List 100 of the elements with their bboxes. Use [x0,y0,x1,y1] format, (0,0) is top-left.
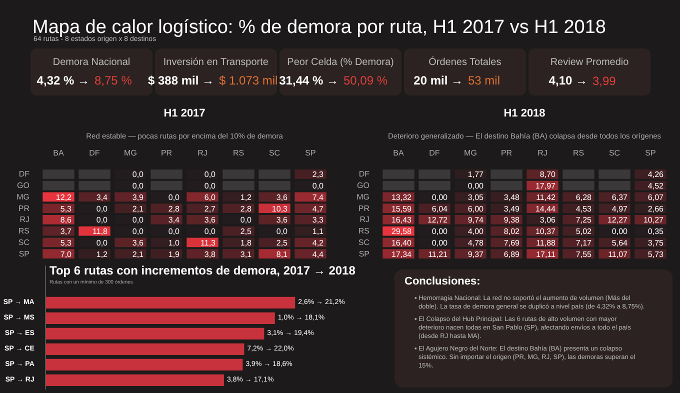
x-tick-label: SC [608,148,620,158]
data-label: 17,97 [535,182,556,191]
y-tick-label: RJ [360,215,370,224]
bar [46,328,264,340]
data-label: 9,74 [468,216,484,225]
data-label: 2,8 [168,204,180,214]
data-label: 0,0 [132,182,144,191]
data-label: 11,21 [428,250,448,259]
data-label: 3,75 [648,238,664,248]
x-tick-label: DF [89,148,100,158]
data-label: 11,07 [608,250,628,259]
text: 4,32 % → [36,74,90,88]
data-label: 3,4 [96,192,108,202]
data-label: 11,88 [536,238,556,248]
data-label: 1,2 [240,192,252,202]
text: Conclusiones: [404,276,480,288]
data-label: 0,0 [96,216,108,225]
data-label: 2,1 [132,204,144,214]
chart-title: Top 6 rutas con incrementos de demora, 2017 → 2018 [50,264,356,278]
data-label: 4,52 [648,182,664,191]
text: Review Promedio [550,57,630,68]
data-label: 11,3 [200,238,216,248]
data-label: 16,43 [391,216,412,225]
text: Órdenes Totales [428,56,502,68]
bar [46,296,296,309]
data-label: 0,00 [612,227,628,236]
text: $ 388 mil → [148,74,214,88]
data-label: 0,00 [468,182,484,191]
data-label: 6,00 [468,204,484,214]
data-label: 1,9 [168,250,180,259]
data-label: 4,4 [312,250,324,259]
data-label: 7,4 [312,192,324,202]
data-label: 9,37 [468,250,484,259]
data-label: 2,8 [240,204,252,214]
y-tick-label: RJ [20,215,30,224]
data-label: 3,9 [132,192,144,202]
data-label: 3,6 [276,216,288,225]
text: 31,44 % → [279,74,339,88]
data-label: 4,26 [648,170,664,180]
x-tick-label: RS [572,148,584,158]
y-tick-label: SP [18,249,30,258]
data-label: 3,6 [132,238,144,248]
data-label: 7,55 [576,250,592,259]
y-tick-label: RS [358,226,370,236]
y-tick-label: PR [18,204,30,213]
x-tick-label: RJ [538,148,548,158]
data-label: 6,37 [612,192,628,202]
data-label: 0,0 [312,182,324,191]
y-tick-label: MG [16,192,30,202]
text: 20 mil → [414,74,464,88]
text: Peor Celda (% Demora) [287,57,394,68]
data-label: 2,66 [648,204,664,214]
data-label: 5,02 [576,227,592,236]
data-label: 17,11 [536,250,556,259]
x-tick-label: MG [464,148,477,158]
x-tick-label: MG [124,148,137,158]
data-label: 0,35 [648,227,664,236]
x-tick-label: SP [305,148,316,158]
data-label: 3,7 [60,227,72,236]
data-label: 10,37 [535,227,556,236]
data-label: 3,6 [276,192,288,202]
data-label: 17,34 [391,250,412,259]
y-tick-label: SP [358,249,370,258]
data-label: 2,3 [312,170,324,180]
data-label: 8,6 [60,216,72,225]
text: 8,75 % [94,74,132,88]
data-label: 4,97 [612,204,628,214]
data-label: 4,53 [576,204,592,214]
text: Demora Nacional [52,57,130,68]
x-tick-label: BA [53,148,64,158]
x-tick-label: RS [232,148,244,158]
text: $ 1.073 mil [219,74,278,88]
data-label: 5,73 [648,250,664,259]
data-label: 10,27 [643,216,664,225]
data-label: 14,44 [535,204,556,214]
data-label: 8,70 [540,170,556,180]
data-label: 5,3 [60,204,72,214]
data-label: 0,0 [132,227,144,236]
data-label: 12,27 [607,216,628,225]
bar [46,358,243,371]
text: 53 mil [468,74,500,88]
x-tick-label: RJ [198,148,208,158]
data-label: 11,8 [92,227,108,236]
data-label: 0,0 [132,170,144,180]
data-label: 0,0 [96,204,108,214]
data-label: 9,38 [504,216,520,225]
data-label: 0,0 [132,216,144,225]
data-label: 12,2 [56,192,72,202]
data-label: 0,00 [432,238,448,248]
data-label: 6,0 [204,192,216,202]
y-tick-label: RS [18,226,30,236]
data-label: 1,0 [168,238,180,248]
data-label: 13,32 [391,192,412,202]
text: 50,09 % [344,74,388,88]
y-tick-label: SC [18,238,30,247]
data-label: 3,05 [468,192,484,202]
data-label: 6,28 [576,192,592,202]
data-label: 8,1 [276,250,288,259]
data-label: 7,69 [504,238,520,248]
data-label: 0,00 [432,192,448,202]
